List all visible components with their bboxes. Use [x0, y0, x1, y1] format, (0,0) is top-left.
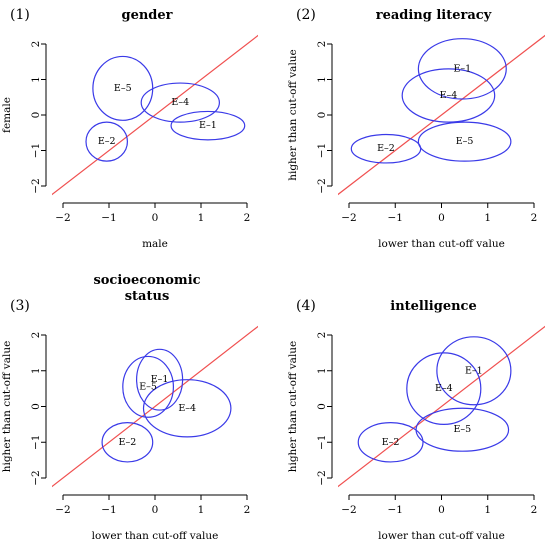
y-axis-label: female	[1, 97, 13, 133]
reference-line	[52, 34, 258, 196]
y-tick-label: 0	[316, 403, 328, 410]
x-tick-label: −2	[341, 504, 356, 516]
ellipse-label: E–4	[171, 97, 189, 108]
plot-area	[52, 325, 258, 488]
ellipse-4	[140, 82, 221, 123]
y-tick-label: −1	[30, 143, 42, 158]
x-tick-label: 2	[531, 504, 538, 516]
ellipse-label: E–1	[199, 120, 217, 131]
y-axis-label: higher than cut-off value	[287, 341, 299, 473]
y-tick-label: −1	[316, 435, 328, 450]
x-tick-label: −1	[101, 212, 116, 224]
y-tick-label: 0	[30, 112, 42, 119]
y-tick-label: 2	[30, 332, 42, 339]
reference-line	[338, 325, 545, 488]
panel-title: status	[125, 289, 170, 304]
x-tick-label: 2	[244, 504, 251, 516]
y-axis-label: higher than cut-off value	[1, 341, 13, 473]
ellipse-label: E–5	[453, 424, 471, 435]
ellipse-label: E–4	[435, 383, 453, 394]
ellipse-label: E–5	[456, 136, 474, 147]
plot-area	[338, 325, 545, 488]
x-tick-label: −2	[341, 212, 356, 224]
x-tick-label: 2	[244, 212, 251, 224]
ellipse-1	[436, 336, 512, 406]
panel-number: (2)	[296, 7, 316, 23]
y-tick-label: −2	[30, 178, 42, 193]
y-tick-label: −2	[30, 470, 42, 485]
x-tick-label: 1	[198, 212, 205, 224]
y-tick-label: −1	[30, 435, 42, 450]
x-tick-label: 0	[438, 212, 445, 224]
x-tick-label: 1	[484, 212, 491, 224]
reference-line	[338, 34, 545, 196]
plot-area	[338, 34, 545, 196]
x-tick-label: 0	[438, 504, 445, 516]
x-axis-label: male	[142, 238, 168, 250]
panel-number: (1)	[10, 7, 30, 23]
x-axis-label: lower than cut-off value	[378, 530, 505, 541]
y-tick-label: −2	[316, 178, 328, 193]
y-tick-label: 2	[30, 41, 42, 48]
y-tick-label: 0	[316, 112, 328, 119]
ellipse-2	[101, 421, 154, 463]
y-tick-label: 1	[30, 367, 42, 374]
ellipse-label: E–4	[440, 90, 458, 101]
x-tick-label: 2	[531, 212, 538, 224]
ellipse-label: E–2	[377, 143, 395, 154]
y-tick-label: 0	[30, 403, 42, 410]
ellipse-label: E–5	[139, 381, 157, 392]
panel-number: (3)	[10, 298, 30, 314]
y-tick-label: 1	[316, 367, 328, 374]
x-tick-label: 0	[152, 504, 159, 516]
ellipse-label: E–1	[465, 365, 483, 376]
reference-line	[52, 325, 258, 488]
panel-title: gender	[121, 8, 172, 23]
x-axis-label: lower than cut-off value	[92, 530, 219, 541]
ellipse-4	[401, 68, 496, 123]
x-tick-label: −1	[388, 212, 403, 224]
ellipse-label: E–1	[453, 63, 471, 74]
ellipse-5	[417, 121, 512, 162]
ellipse-5	[122, 355, 175, 418]
ellipse-label: E–1	[151, 374, 169, 385]
y-tick-label: 2	[316, 41, 328, 48]
y-axis-label: higher than cut-off value	[287, 49, 299, 181]
y-tick-label: 2	[316, 332, 328, 339]
y-tick-label: −2	[316, 470, 328, 485]
x-tick-label: 0	[152, 212, 159, 224]
panel-4: −2 −1 0 1 2 −2 −1 0 1 2 E–1 E–4 E–5 E–2 (4) intelligenc…	[287, 298, 545, 541]
ellipse-1	[170, 110, 246, 141]
x-tick-label: −1	[101, 504, 116, 516]
y-tick-label: 1	[30, 76, 42, 83]
ellipse-label: E–2	[382, 437, 400, 448]
ellipse-4	[406, 352, 482, 425]
plot-area	[52, 34, 258, 196]
panel-2: −2 −1 0 1 2 −2 −1 0 1 2 E–1 E–4 E–2 E–5 (2) reading lit…	[287, 7, 545, 250]
panel-title: intelligence	[390, 299, 476, 314]
ellipse-label: E–2	[98, 136, 116, 147]
x-axis-label: lower than cut-off value	[378, 238, 505, 250]
ellipse-2	[357, 421, 424, 463]
y-tick-label: −1	[316, 143, 328, 158]
ellipse-label: E–4	[178, 403, 196, 414]
ellipse-label: E–2	[119, 437, 137, 448]
ellipse-4	[142, 379, 232, 438]
panel-1: −2 −1 0 1 2 −2 −1 0 1 2 E–5 E–4 E–1 E–2 (1) gender male f…	[1, 7, 258, 250]
ellipse-1	[417, 38, 507, 100]
y-tick-label: 1	[316, 76, 328, 83]
x-tick-label: 1	[198, 504, 205, 516]
ellipse-2	[85, 121, 129, 162]
panel-title: socioeconomic	[93, 273, 200, 288]
x-tick-label: −2	[55, 212, 70, 224]
x-tick-label: 1	[484, 504, 491, 516]
ellipse-label: E–5	[114, 83, 132, 94]
x-tick-label: −2	[55, 504, 70, 516]
panel-title: reading literacy	[376, 8, 492, 23]
x-tick-label: −1	[388, 504, 403, 516]
panel-3: −2 −1 0 1 2 −2 −1 0 1 2 E–5E–1 E–4 E–2 (3) socioeconom…	[1, 273, 258, 541]
panel-number: (4)	[296, 298, 316, 314]
